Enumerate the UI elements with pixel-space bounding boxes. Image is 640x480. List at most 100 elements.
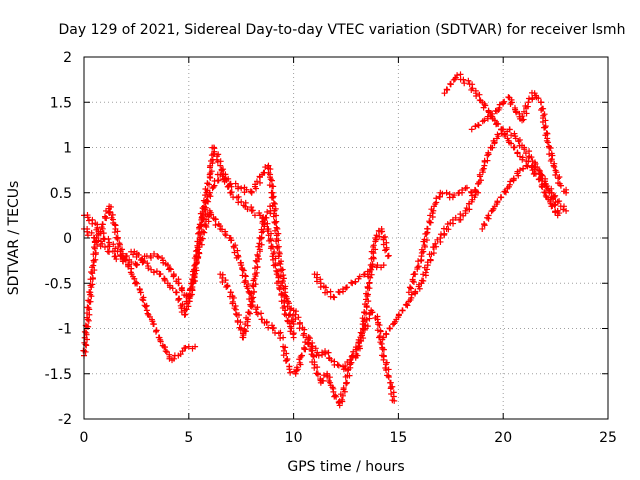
- data-point: [421, 243, 428, 250]
- data-point: [109, 248, 116, 255]
- data-point: [196, 221, 203, 228]
- data-point: [379, 346, 386, 353]
- data-point: [495, 133, 502, 140]
- data-point: [222, 228, 229, 235]
- data-point: [196, 250, 203, 257]
- data-point: [86, 311, 93, 318]
- data-point: [322, 284, 329, 291]
- data-point: [253, 185, 260, 192]
- data-point: [157, 336, 164, 343]
- data-point: [560, 203, 567, 210]
- data-point: [404, 302, 411, 309]
- data-point: [193, 267, 200, 274]
- data-point: [150, 269, 157, 276]
- data-point: [430, 207, 437, 214]
- data-point: [391, 320, 398, 327]
- data-point: [352, 278, 359, 285]
- data-point: [244, 206, 251, 213]
- data-point: [557, 182, 564, 189]
- data-point: [173, 289, 180, 296]
- data-point: [469, 85, 476, 92]
- data-point: [273, 212, 280, 219]
- grid: [84, 57, 608, 419]
- data-point: [457, 71, 464, 78]
- data-point: [485, 212, 492, 219]
- data-point: [361, 322, 368, 329]
- data-point: [305, 334, 312, 341]
- data-point: [85, 317, 92, 324]
- data-point: [276, 259, 283, 266]
- data-point: [422, 269, 429, 276]
- data-point: [506, 183, 513, 190]
- data-point: [254, 251, 261, 258]
- data-point: [395, 314, 402, 321]
- data-point: [80, 347, 87, 354]
- data-point: [538, 171, 545, 178]
- data-point: [541, 111, 548, 118]
- series-points: [290, 225, 392, 373]
- data-point: [252, 271, 259, 278]
- data-point: [157, 271, 164, 278]
- data-point: [335, 362, 342, 369]
- data-point: [145, 263, 152, 270]
- data-point: [463, 184, 470, 191]
- data-point: [265, 324, 272, 331]
- data-point: [475, 122, 482, 129]
- data-point: [331, 294, 338, 301]
- data-point: [489, 144, 496, 151]
- data-point: [433, 243, 440, 250]
- data-point: [227, 237, 234, 244]
- series-points: [81, 207, 287, 342]
- data-point: [473, 92, 480, 99]
- data-point: [160, 257, 167, 264]
- data-point: [198, 213, 205, 220]
- data-point: [293, 308, 300, 315]
- data-point: [362, 301, 369, 308]
- data-point: [348, 353, 355, 360]
- data-point: [181, 311, 188, 318]
- data-point: [167, 266, 174, 273]
- data-point: [312, 345, 319, 352]
- data-point: [543, 137, 550, 144]
- data-point: [281, 303, 288, 310]
- data-point: [361, 309, 368, 316]
- data-point: [85, 217, 92, 224]
- data-point: [338, 396, 345, 403]
- data-point: [269, 203, 276, 210]
- data-point: [178, 286, 185, 293]
- data-point: [105, 235, 112, 242]
- data-point: [217, 171, 224, 178]
- data-point: [275, 230, 282, 237]
- data-point: [117, 252, 124, 259]
- data-point: [532, 163, 539, 170]
- data-point: [99, 240, 106, 247]
- data-point: [516, 136, 523, 143]
- data-point: [298, 352, 305, 359]
- data-point: [549, 203, 556, 210]
- data-point: [554, 212, 561, 219]
- x-tick-label: 20: [494, 430, 512, 446]
- data-point: [426, 218, 433, 225]
- data-point: [271, 249, 278, 256]
- data-point: [86, 289, 93, 296]
- data-point: [128, 259, 135, 266]
- data-point: [252, 257, 259, 264]
- data-point: [523, 162, 530, 169]
- data-point: [516, 113, 523, 120]
- y-tick-label: 2: [63, 50, 72, 66]
- data-point: [175, 280, 182, 287]
- data-point: [520, 165, 527, 172]
- data-point: [451, 192, 458, 199]
- data-point: [360, 326, 367, 333]
- data-point: [144, 260, 151, 267]
- data-point: [370, 243, 377, 250]
- data-point: [154, 253, 161, 260]
- data-point: [377, 339, 384, 346]
- data-point: [457, 216, 464, 223]
- data-point: [563, 207, 570, 214]
- data-point: [432, 240, 439, 247]
- x-tick-label: 15: [389, 430, 407, 446]
- data-point: [542, 189, 549, 196]
- data-point: [241, 326, 248, 333]
- data-point: [202, 204, 209, 211]
